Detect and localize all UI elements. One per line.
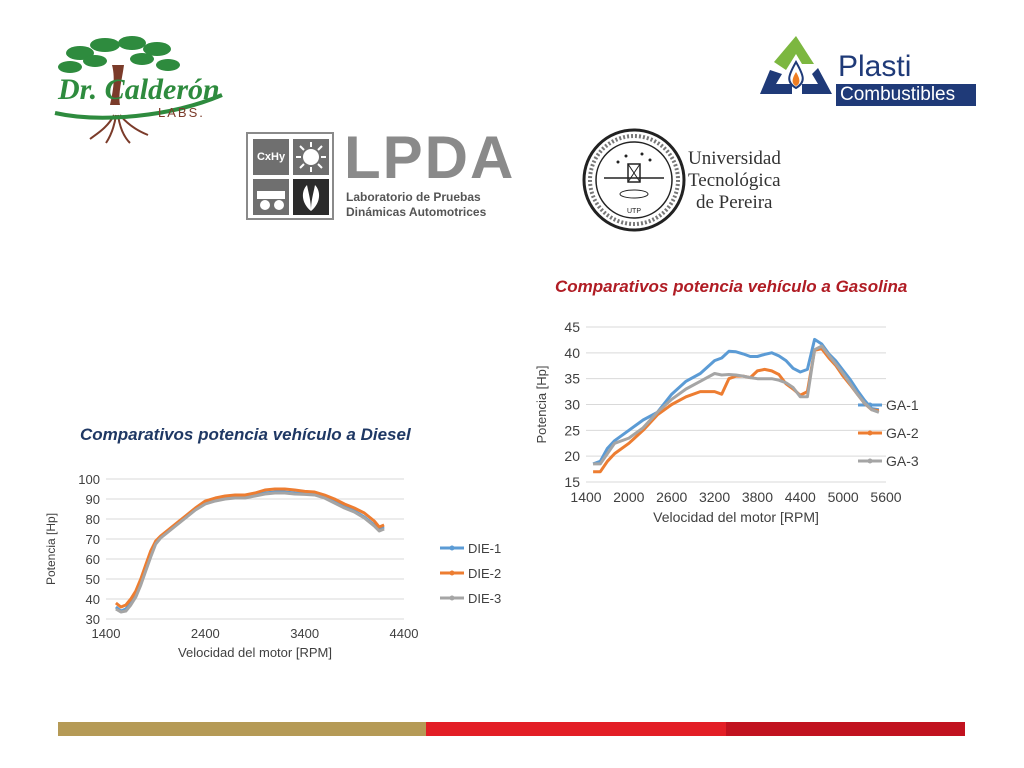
leaf-icon [293,179,329,215]
gas-x-tick-label: 4400 [785,489,816,505]
die-legend-marker-3 [449,595,455,601]
die-legend-marker-2 [449,570,455,576]
utp-seal-text: UTP [627,208,641,215]
footer-bar-darkred [726,722,965,736]
dyno-icon [253,179,289,215]
gas-y-tick-label: 35 [564,371,580,387]
die-series-line-2 [114,487,385,609]
die-y-tick-label: 60 [86,552,100,567]
die-legend-label-3: DIE-3 [468,591,501,606]
die-x-tick-label: 3400 [290,626,319,641]
die-y-tick-label: 50 [86,572,100,587]
gas-y-tick-label: 25 [564,422,580,438]
gas-x-tick-label: 1400 [570,489,601,505]
calderon-labs-text: LABS. [158,105,205,120]
cxhy-tile: CxHy [253,139,289,175]
plasti-combustibles-logo: Plasti Combustibles [756,32,978,112]
sun-icon [293,139,329,175]
die-x-tick-label: 4400 [390,626,419,641]
utp-name-line1: Universidad [688,148,781,169]
gas-legend-label-1: GA-1 [886,397,919,413]
gas-y-tick-label: 30 [564,397,580,413]
die-series-line-3 [115,491,385,614]
gas-legend-marker-3 [867,458,873,464]
gas-x-tick-label: 3800 [742,489,773,505]
gas-legend-label-3: GA-3 [886,453,919,469]
die-legend-label-1: DIE-1 [468,541,501,556]
die-y-tick-label: 40 [86,592,100,607]
lpda-logo: CxHy [246,126,513,224]
footer-bar-gold [58,722,426,736]
die-legend-marker-1 [449,545,455,551]
utp-logo: UTP Universidad Tecnológica de Pereira [582,128,802,232]
lpda-subtitle-1: Laboratorio de Pruebas [346,190,481,204]
gas-series-line-2 [593,347,880,474]
diesel-chart-title: Comparativos potencia vehículo a Diesel [80,425,411,444]
lpda-acronym: LPDA [344,124,516,191]
gas-x-tick-label: 5600 [870,489,901,505]
die-legend-label-2: DIE-2 [468,566,501,581]
die-series-line-1 [114,490,385,613]
gas-x-tick-label: 2600 [656,489,687,505]
die-y-tick-label: 80 [86,512,100,527]
gas-y-tick-label: 40 [564,345,580,361]
gasoline-chart-title: Comparativos potencia vehículo a Gasolin… [555,277,908,296]
lpda-subtitle-2: Dinámicas Automotrices [346,205,487,219]
gas-y-tick-label: 20 [564,448,580,464]
plasti-text: Plasti [838,50,912,83]
calderon-labs-logo: Dr. Calderón LABS. [50,35,225,147]
die-x-axis-label: Velocidad del motor [RPM] [178,645,332,660]
die-x-tick-label: 1400 [92,626,121,641]
die-y-axis-label: Potencia [Hp] [44,513,58,585]
lpda-icon-grid: CxHy [246,132,334,220]
calderon-wordmark: Dr. Calderón [58,73,220,106]
gas-x-tick-label: 5000 [828,489,859,505]
utp-seal [582,128,686,232]
gas-legend-label-2: GA-2 [886,425,919,441]
gas-legend-marker-2 [867,430,873,436]
gas-x-axis-label: Velocidad del motor [RPM] [653,509,819,525]
utp-name-line3: de Pereira [696,192,773,213]
die-y-tick-label: 30 [86,612,100,627]
gas-series-line-1 [592,337,880,466]
gasoline-power-chart: 15 20 25 30 35 40 45 1400 2000 2600 3200 3800 4400 50… [534,319,919,525]
footer-bar-red [426,722,726,736]
gas-y-tick-label: 45 [564,319,580,335]
gas-x-tick-label: 2000 [613,489,644,505]
die-y-tick-label: 100 [78,472,100,487]
combustibles-text: Combustibles [836,84,976,106]
gas-y-tick-label: 15 [564,474,580,490]
die-x-tick-label: 2400 [191,626,220,641]
die-y-tick-label: 70 [86,532,100,547]
die-y-tick-label: 90 [86,492,100,507]
gas-series-line-3 [593,344,880,466]
utp-name-line2: Tecnológica [688,170,781,191]
diesel-power-chart: 30 40 50 60 70 80 90 100 1400 2400 3400 4400 Velocid… [44,472,501,660]
gas-x-tick-label: 3200 [699,489,730,505]
gas-y-axis-label: Potencia [Hp] [534,365,549,443]
